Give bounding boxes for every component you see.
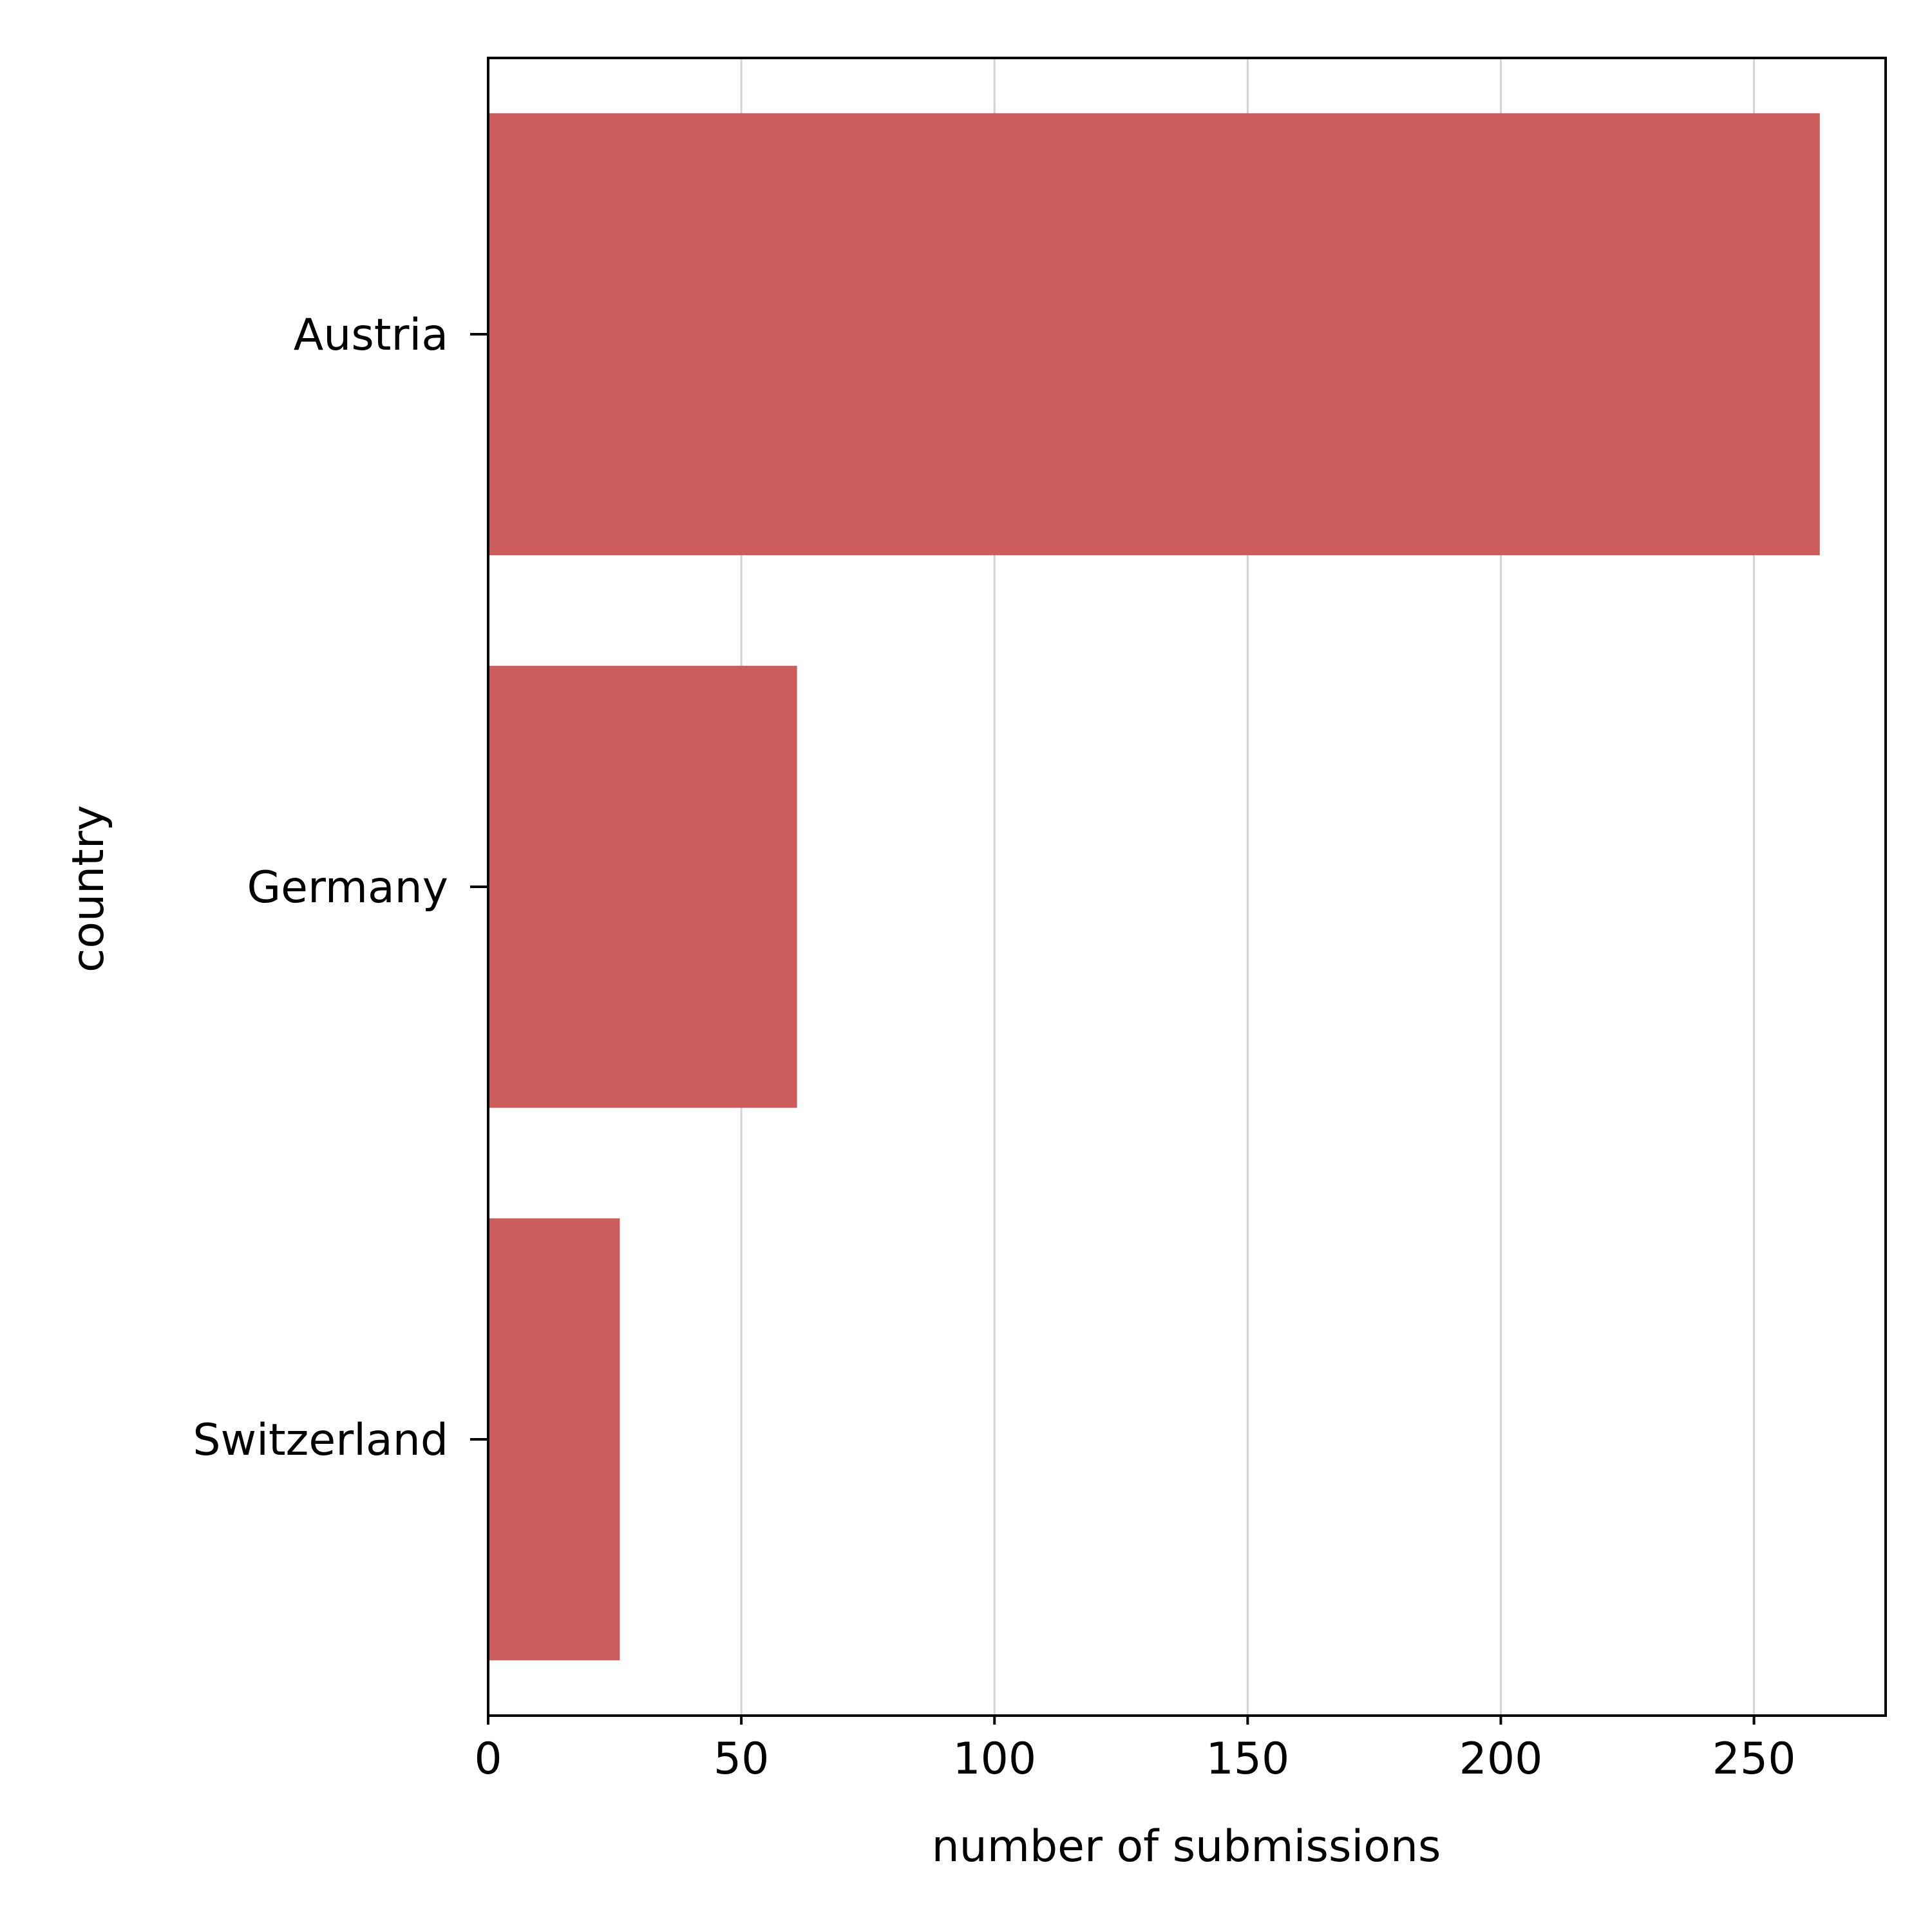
bar-austria <box>488 113 1820 556</box>
x-tick-label: 200 <box>1459 1734 1543 1785</box>
y-axis-label: country <box>63 805 114 972</box>
y-axis-ticks: Austria Germany Switzerland <box>193 310 488 1466</box>
bar-switzerland <box>488 1218 620 1661</box>
y-tick-label: Austria <box>294 310 448 361</box>
x-tick-label: 0 <box>474 1734 502 1785</box>
x-tick-label: 100 <box>952 1734 1036 1785</box>
bars <box>488 113 1820 1661</box>
y-tick-label: Germany <box>247 862 448 913</box>
y-tick-label: Switzerland <box>193 1415 448 1466</box>
x-axis-ticks: 0 50 100 150 200 250 <box>474 1716 1795 1785</box>
x-tick-label: 250 <box>1712 1734 1796 1785</box>
x-axis-label: number of submissions <box>932 1821 1441 1872</box>
x-tick-label: 50 <box>714 1734 770 1785</box>
bar-germany <box>488 665 797 1108</box>
x-tick-label: 150 <box>1206 1734 1289 1785</box>
